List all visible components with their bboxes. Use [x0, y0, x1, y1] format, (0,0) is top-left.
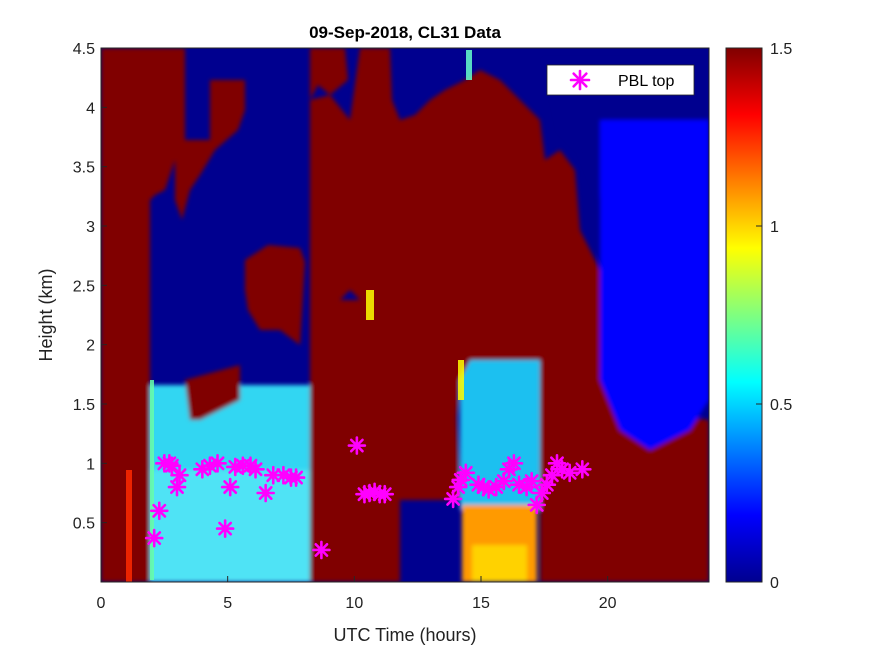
- y-axis: 0.5 1 1.5 2 2.5 3 3.5 4 4.5: [73, 41, 107, 533]
- legend-label-pbl-top: PBL top: [618, 73, 674, 90]
- pbl-point: [144, 528, 164, 548]
- heatmap-texture: [101, 48, 709, 582]
- colorbar-gradient: [726, 48, 762, 582]
- x-tick-label: 0: [97, 595, 106, 612]
- pbl-point: [347, 436, 367, 455]
- morning-cloud-mid: [175, 80, 245, 220]
- colorbar-tick-label: 0.5: [770, 397, 792, 414]
- x-tick-label: 10: [345, 595, 363, 612]
- pbl-point: [504, 454, 524, 473]
- legend: PBL top: [546, 64, 695, 96]
- y-axis-label: Height (km): [36, 268, 56, 361]
- cloud-edge-accents: [126, 50, 472, 582]
- y-tick-label: 4.5: [73, 41, 95, 58]
- pbl-point: [274, 465, 293, 485]
- morning-cloud-layer: [185, 365, 240, 420]
- pbl-point: [167, 477, 187, 497]
- mid-level-cloud: [245, 245, 305, 345]
- y-tick-label: 1: [86, 456, 95, 473]
- pbl-series: [144, 436, 592, 560]
- colorbar: 0 0.5 1 1.5: [725, 41, 792, 592]
- colorbar-frame: [725, 47, 763, 583]
- pbl-point: [170, 465, 189, 485]
- colorbar-tick-label: 0: [770, 575, 779, 592]
- y-tick-label: 3: [86, 219, 95, 236]
- colorbar-tick-label: 1.5: [770, 41, 792, 58]
- late-clear-upper: [600, 120, 709, 450]
- pbl-point: [256, 483, 275, 503]
- noon-cloud-left: [310, 48, 348, 100]
- heatmap-area: [101, 48, 709, 582]
- y-tick-label: 0.5: [73, 516, 95, 533]
- afternoon-column: [400, 290, 460, 500]
- pbl-point: [527, 495, 547, 515]
- x-tick-label: 5: [223, 595, 232, 612]
- y-tick-label: 2: [86, 338, 95, 355]
- y-tick-label: 4: [86, 100, 95, 117]
- pbl-point: [149, 501, 169, 521]
- morning-cloud-top: [150, 48, 185, 200]
- pbl-point: [573, 459, 592, 479]
- pbl-point: [162, 456, 182, 476]
- pbl-point: [215, 519, 235, 538]
- pbl-point: [220, 477, 240, 497]
- chart-title: 09-Sep-2018, CL31 Data: [309, 23, 501, 42]
- afternoon-surface-peak: [472, 545, 527, 582]
- pbl-point: [246, 459, 265, 479]
- pbl-point: [375, 484, 395, 504]
- pbl-point: [522, 471, 541, 491]
- early-cloud-region: [101, 48, 150, 582]
- pbl-point: [286, 468, 306, 487]
- x-tick-label: 20: [599, 595, 617, 612]
- colorbar-tick-label: 1: [770, 219, 779, 236]
- pbl-point: [208, 454, 227, 473]
- plot-frame: [100, 47, 710, 583]
- x-axis-label: UTC Time (hours): [333, 625, 476, 645]
- y-tick-label: 3.5: [73, 160, 95, 177]
- pbl-point: [560, 463, 579, 483]
- legend-marker-asterisk: [569, 69, 591, 91]
- late-layer: [540, 400, 709, 582]
- x-tick-label: 15: [472, 595, 490, 612]
- pbl-point: [312, 540, 331, 560]
- pbl-point: [456, 463, 476, 483]
- legend-asterisk-icon: [569, 69, 591, 91]
- x-axis: 0 5 10 15 20: [97, 576, 617, 612]
- noon-column: [310, 300, 360, 582]
- y-tick-label: 2.5: [73, 278, 95, 295]
- colorbar-ticks: 0 0.5 1 1.5: [756, 41, 792, 592]
- y-tick-label: 1.5: [73, 397, 95, 414]
